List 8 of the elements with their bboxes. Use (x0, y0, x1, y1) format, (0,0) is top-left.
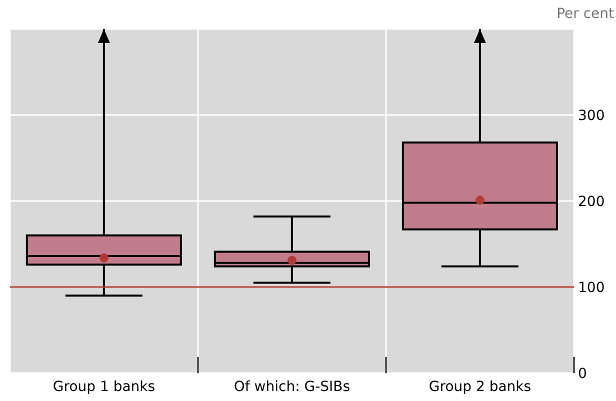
x-tick-label: Group 1 banks (52, 378, 156, 395)
y-axis-title: Per cent (556, 6, 614, 22)
y-tick-label: 200 (578, 194, 605, 210)
y-tick-label: 100 (578, 280, 605, 296)
y-tick-label: 300 (578, 108, 605, 124)
x-tick-label: Group 2 banks (428, 378, 532, 395)
x-tick-label: Of which: G-SIBs (234, 378, 350, 395)
y-tick-label: 0 (578, 366, 587, 382)
